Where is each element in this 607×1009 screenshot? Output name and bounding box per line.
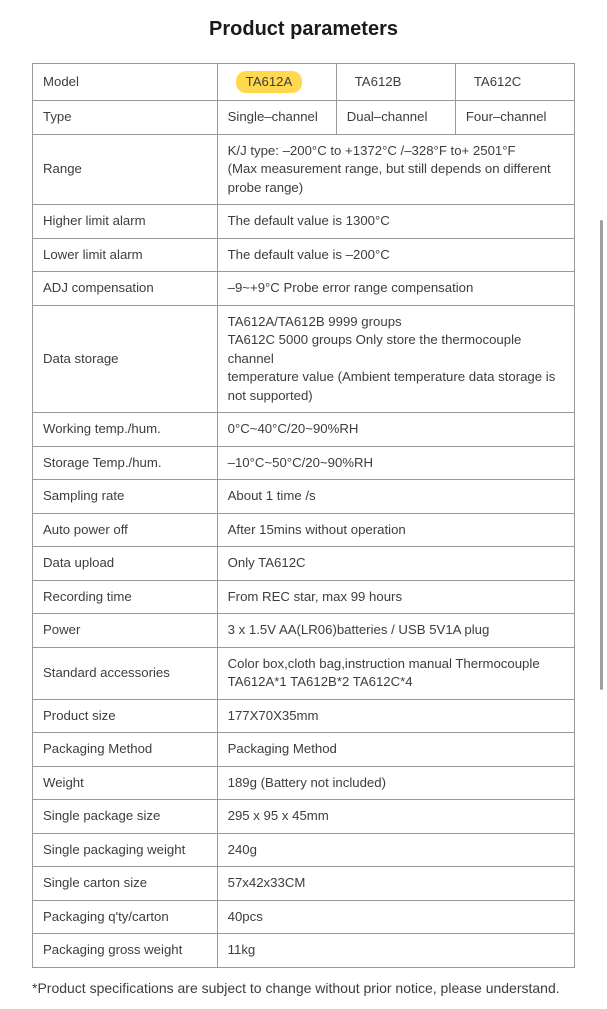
cell-value: TA612B	[336, 64, 455, 101]
cell-value: 177X70X35mm	[217, 699, 574, 732]
cell-label: Single package size	[33, 800, 218, 833]
table-row: Type Single–channel Dual–channel Four–ch…	[33, 101, 575, 134]
cell-value: Four–channel	[455, 101, 574, 134]
cell-label: Packaging gross weight	[33, 934, 218, 967]
table-row: Standard accessories Color box,cloth bag…	[33, 647, 575, 699]
table-row: Higher limit alarm The default value is …	[33, 205, 575, 238]
scrollbar-thumb[interactable]	[600, 220, 603, 690]
cell-value: Dual–channel	[336, 101, 455, 134]
cell-label: Power	[33, 614, 218, 647]
table-row: Auto power off After 15mins without oper…	[33, 513, 575, 546]
table-row: Working temp./hum. 0°C~40°C/20~90%RH	[33, 413, 575, 446]
cell-value: –9~+9°C Probe error range compensation	[217, 272, 574, 305]
cell-label: Model	[33, 64, 218, 101]
cell-value: 57x42x33CM	[217, 867, 574, 900]
cell-value: 11kg	[217, 934, 574, 967]
table-row: Power 3 x 1.5V AA(LR06)batteries / USB 5…	[33, 614, 575, 647]
cell-value: About 1 time /s	[217, 480, 574, 513]
cell-label: Standard accessories	[33, 647, 218, 699]
cell-value: –10°C~50°C/20~90%RH	[217, 446, 574, 479]
cell-value: From REC star, max 99 hours	[217, 580, 574, 613]
table-row: Single packaging weight 240g	[33, 833, 575, 866]
cell-value: 3 x 1.5V AA(LR06)batteries / USB 5V1A pl…	[217, 614, 574, 647]
table-row: Lower limit alarm The default value is –…	[33, 238, 575, 271]
table-row: Storage Temp./hum. –10°C~50°C/20~90%RH	[33, 446, 575, 479]
cell-label: Product size	[33, 699, 218, 732]
table-row: Packaging q'ty/carton 40pcs	[33, 900, 575, 933]
cell-label: Packaging q'ty/carton	[33, 900, 218, 933]
cell-value: 189g (Battery not included)	[217, 766, 574, 799]
cell-value: 240g	[217, 833, 574, 866]
cell-value: 40pcs	[217, 900, 574, 933]
cell-value: TA612A/TA612B 9999 groups TA612C 5000 gr…	[217, 305, 574, 412]
page-title: Product parameters	[32, 18, 575, 41]
highlighted-model: TA612A	[236, 71, 303, 93]
cell-value: TA612C	[455, 64, 574, 101]
cell-label: Packaging Method	[33, 733, 218, 766]
footer-disclaimer: *Product specifications are subject to c…	[32, 978, 575, 999]
cell-value: The default value is –200°C	[217, 238, 574, 271]
cell-value: Color box,cloth bag,instruction manual T…	[217, 647, 574, 699]
cell-label: Recording time	[33, 580, 218, 613]
parameters-table: Model TA612A TA612B TA612C Type Single–c…	[32, 63, 575, 968]
cell-label: Single packaging weight	[33, 833, 218, 866]
cell-value: Packaging Method	[217, 733, 574, 766]
page-container: Product parameters Model TA612A TA612B T…	[0, 0, 607, 1009]
cell-value: 295 x 95 x 45mm	[217, 800, 574, 833]
table-row: Data storage TA612A/TA612B 9999 groups T…	[33, 305, 575, 412]
cell-label: Auto power off	[33, 513, 218, 546]
cell-label: Working temp./hum.	[33, 413, 218, 446]
table-row: Range K/J type: –200°C to +1372°C /–328°…	[33, 134, 575, 204]
table-row: ADJ compensation –9~+9°C Probe error ran…	[33, 272, 575, 305]
cell-label: Higher limit alarm	[33, 205, 218, 238]
table-row: Recording time From REC star, max 99 hou…	[33, 580, 575, 613]
cell-label: Weight	[33, 766, 218, 799]
cell-label: Data upload	[33, 547, 218, 580]
cell-value: After 15mins without operation	[217, 513, 574, 546]
table-row: Sampling rate About 1 time /s	[33, 480, 575, 513]
table-row: Packaging gross weight 11kg	[33, 934, 575, 967]
cell-value: The default value is 1300°C	[217, 205, 574, 238]
cell-value: Only TA612C	[217, 547, 574, 580]
cell-value: 0°C~40°C/20~90%RH	[217, 413, 574, 446]
table-row: Product size 177X70X35mm	[33, 699, 575, 732]
cell-label: Data storage	[33, 305, 218, 412]
table-row: Model TA612A TA612B TA612C	[33, 64, 575, 101]
cell-value: K/J type: –200°C to +1372°C /–328°F to+ …	[217, 134, 574, 204]
cell-value: Single–channel	[217, 101, 336, 134]
cell-label: ADJ compensation	[33, 272, 218, 305]
table-row: Weight 189g (Battery not included)	[33, 766, 575, 799]
cell-label: Lower limit alarm	[33, 238, 218, 271]
cell-label: Type	[33, 101, 218, 134]
table-row: Single package size 295 x 95 x 45mm	[33, 800, 575, 833]
table-row: Packaging Method Packaging Method	[33, 733, 575, 766]
cell-label: Single carton size	[33, 867, 218, 900]
table-row: Data upload Only TA612C	[33, 547, 575, 580]
cell-label: Range	[33, 134, 218, 204]
cell-label: Sampling rate	[33, 480, 218, 513]
cell-value: TA612A	[217, 64, 336, 101]
table-row: Single carton size 57x42x33CM	[33, 867, 575, 900]
cell-label: Storage Temp./hum.	[33, 446, 218, 479]
